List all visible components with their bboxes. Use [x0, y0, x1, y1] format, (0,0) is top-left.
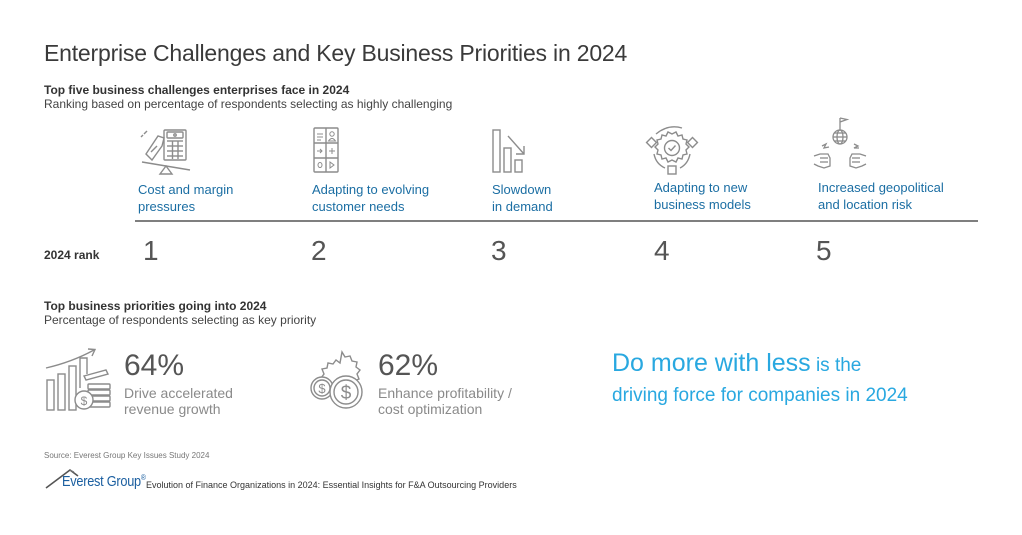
rank-value-5: 5 [816, 235, 832, 266]
page-title: Enterprise Challenges and Key Business P… [44, 40, 628, 66]
svg-text:$: $ [81, 394, 88, 408]
challenges-header: Top five business challenges enterprises… [44, 83, 452, 111]
svg-text:$: $ [318, 381, 326, 396]
challenge-label: Slowdown in demand [492, 182, 553, 214]
priority-label-2: Enhance profitability / cost optimizatio… [378, 385, 512, 417]
challenge-label: Adapting to new business models [654, 180, 751, 212]
rank-value-1: 1 [143, 235, 159, 266]
tagline-emphasis: Do more with less [612, 349, 811, 377]
priorities-header: Top business priorities going into 2024 … [44, 299, 316, 327]
gear-dollar-coins-icon: $ $ [308, 348, 376, 412]
report-title: Evolution of Finance Organizations in 20… [146, 480, 517, 490]
priority-label-1: Drive accelerated revenue growth [124, 385, 233, 417]
challenge-item-3: Slowdown in demand [480, 126, 553, 215]
challenge-item-2: Adapting to evolving customer needs [300, 126, 429, 215]
svg-text:$: $ [341, 383, 352, 404]
tagline-rest: is the [810, 355, 862, 376]
challenge-label: Adapting to evolving customer needs [312, 182, 430, 214]
gear-cycle-check-icon [642, 124, 702, 176]
globe-fists-icon [808, 116, 868, 176]
challenge-item-1: Cost and margin pressures [138, 126, 233, 215]
priority-percent-1: 64% [124, 349, 185, 382]
growth-chart-coins-icon: $ [44, 348, 116, 412]
cost-margin-scale-icon [138, 126, 198, 178]
challenge-label: Cost and margin pressures [138, 182, 234, 214]
challenge-item-5: Increased geopolitical and location risk [808, 116, 944, 213]
rank-value-4: 4 [654, 235, 670, 266]
priorities-subheading: Percentage of respondents selecting as k… [44, 313, 317, 327]
challenge-item-4: Adapting to new business models [642, 124, 751, 213]
challenge-label: Increased geopolitical and location risk [818, 180, 944, 212]
challenges-subheading: Ranking based on percentage of responden… [44, 97, 453, 111]
everest-mountain-logo-icon [44, 466, 144, 490]
priorities-heading: Top business priorities going into 2024 [44, 299, 267, 313]
brand-name: Everest Group® [62, 473, 146, 490]
customer-needs-grid-icon [300, 126, 360, 178]
rank-value-3: 3 [491, 235, 507, 266]
rank-divider [135, 220, 978, 222]
tagline-line2: driving force for companies in 2024 [612, 385, 908, 406]
declining-bars-icon [480, 126, 540, 178]
challenges-heading: Top five business challenges enterprises… [44, 83, 350, 97]
source-note: Source: Everest Group Key Issues Study 2… [44, 451, 210, 460]
priority-percent-2: 62% [378, 349, 439, 382]
rank-value-2: 2 [311, 235, 327, 266]
rank-row-label: 2024 rank [44, 248, 100, 262]
tagline: Do more with less is the driving force f… [612, 347, 908, 409]
